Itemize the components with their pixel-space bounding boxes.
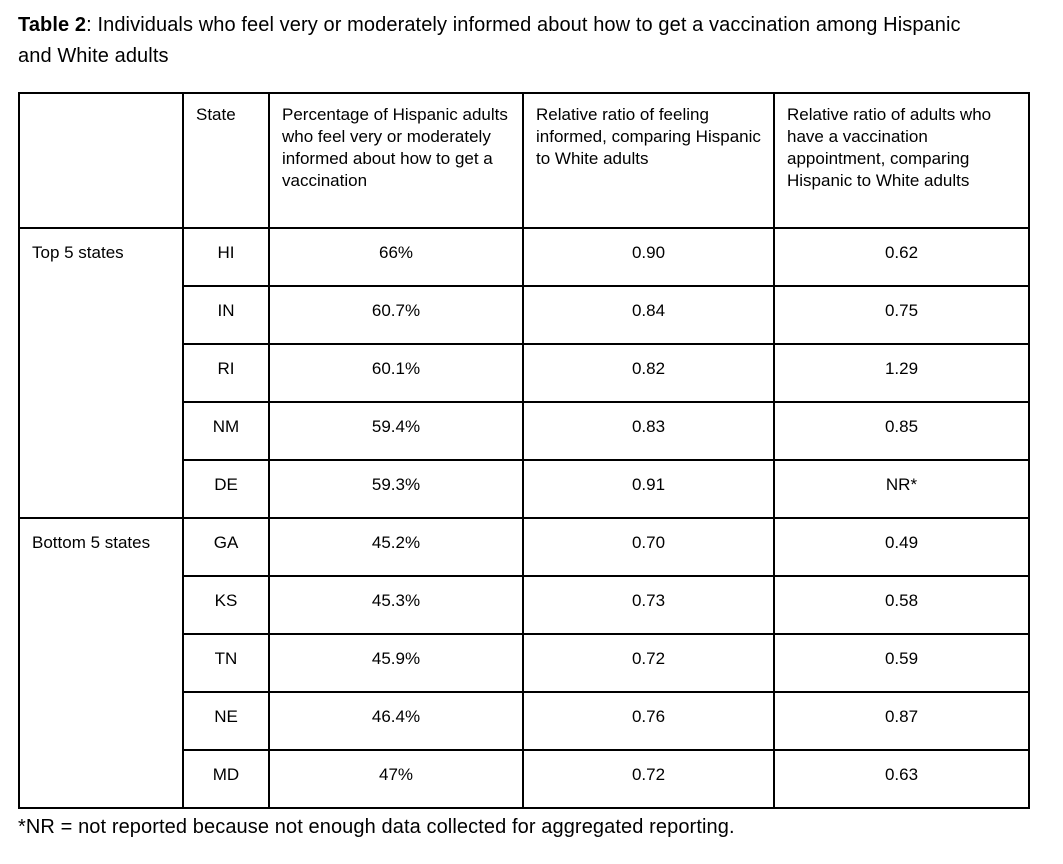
percentage-cell: 47% [268,749,524,809]
table-row: IN 60.7% 0.84 0.75 [19,285,1030,345]
ratio-appointment-cell: 1.29 [773,343,1030,403]
table-row: NM 59.4% 0.83 0.85 [19,401,1030,461]
ratio-informed-cell: 0.72 [522,749,775,809]
ratio-informed-cell: 0.73 [522,575,775,635]
ratio-appointment-cell: 0.59 [773,633,1030,693]
column-header-state: State [182,92,270,229]
table-caption-text: : Individuals who feel very or moderatel… [18,14,961,67]
ratio-appointment-cell: 0.87 [773,691,1030,751]
group-label-top5: Top 5 states [18,227,184,519]
state-cell: IN [182,285,270,345]
ratio-informed-cell: 0.91 [522,459,775,519]
percentage-cell: 60.7% [268,285,524,345]
ratio-informed-cell: 0.76 [522,691,775,751]
percentage-cell: 59.3% [268,459,524,519]
ratio-appointment-cell: NR* [773,459,1030,519]
group-label-bottom5: Bottom 5 states [18,517,184,809]
header-row: State Percentage of Hispanic adults who … [18,92,1030,229]
ratio-appointment-cell: 0.49 [773,517,1030,577]
column-header-ratio-appointment: Relative ratio of adults who have a vacc… [773,92,1030,229]
table-caption-label: Table 2 [18,14,87,36]
table-row: RI 60.1% 0.82 1.29 [19,343,1030,403]
ratio-appointment-cell: 0.85 [773,401,1030,461]
percentage-cell: 45.3% [268,575,524,635]
table-caption: Table 2: Individuals who feel very or mo… [18,10,983,72]
ratio-appointment-cell: 0.62 [773,227,1030,287]
state-cell: MD [182,749,270,809]
column-header-ratio-informed: Relative ratio of feeling informed, comp… [522,92,775,229]
percentage-cell: 59.4% [268,401,524,461]
percentage-cell: 45.2% [268,517,524,577]
ratio-appointment-cell: 0.63 [773,749,1030,809]
column-header-percentage-informed: Percentage of Hispanic adults who feel v… [268,92,524,229]
ratio-informed-cell: 0.84 [522,285,775,345]
table-row: MD 47% 0.72 0.63 [19,749,1030,809]
state-cell: TN [182,633,270,693]
ratio-informed-cell: 0.83 [522,401,775,461]
column-header-group [18,92,184,229]
state-cell: RI [182,343,270,403]
percentage-cell: 46.4% [268,691,524,751]
table-row: TN 45.9% 0.72 0.59 [19,633,1030,693]
table-row: Bottom 5 states GA 45.2% 0.70 0.49 [18,517,1030,809]
state-cell: GA [182,517,270,577]
ratio-informed-cell: 0.70 [522,517,775,577]
ratio-appointment-cell: 0.75 [773,285,1030,345]
state-cell: DE [182,459,270,519]
percentage-cell: 45.9% [268,633,524,693]
state-cell: HI [182,227,270,287]
percentage-cell: 66% [268,227,524,287]
state-cell: NE [182,691,270,751]
table-footnote: *NR = not reported because not enough da… [18,816,735,838]
ratio-informed-cell: 0.72 [522,633,775,693]
table-row: NE 46.4% 0.76 0.87 [19,691,1030,751]
table-row: DE 59.3% 0.91 NR* [19,459,1030,519]
state-cell: NM [182,401,270,461]
percentage-cell: 60.1% [268,343,524,403]
table-row: Top 5 states HI 66% 0.90 0.62 [18,227,1030,519]
ratio-appointment-cell: 0.58 [773,575,1030,635]
data-table: State Percentage of Hispanic adults who … [18,92,1030,809]
ratio-informed-cell: 0.82 [522,343,775,403]
state-cell: KS [182,575,270,635]
table-row: KS 45.3% 0.73 0.58 [19,575,1030,635]
ratio-informed-cell: 0.90 [522,227,775,287]
